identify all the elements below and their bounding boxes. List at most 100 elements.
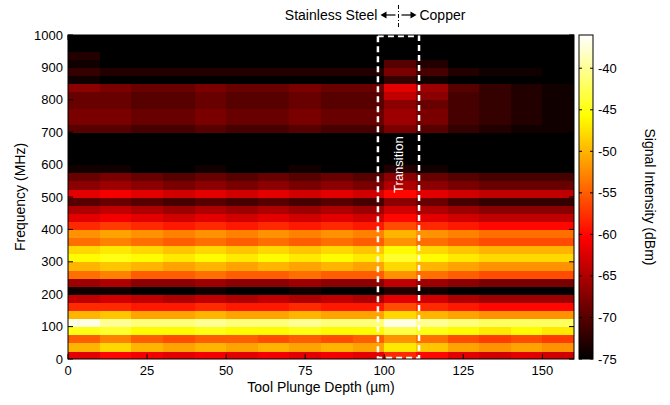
heat-cell xyxy=(163,229,195,238)
x-tick-top xyxy=(147,35,148,40)
heat-cell xyxy=(163,270,195,279)
heat-cell xyxy=(384,116,416,125)
y-tick xyxy=(68,326,73,327)
heat-cell xyxy=(226,140,258,149)
heat-cell xyxy=(511,67,543,76)
heat-cell xyxy=(542,43,574,52)
heat-cell xyxy=(226,319,258,328)
heat-cell xyxy=(353,181,385,190)
heat-cell xyxy=(226,76,258,85)
heat-cell xyxy=(542,51,574,60)
colorbar-tick xyxy=(590,68,593,69)
colorbar-tick xyxy=(579,275,582,276)
heat-cell xyxy=(479,221,511,230)
x-tick xyxy=(147,354,148,359)
heat-cell xyxy=(479,189,511,198)
heat-cell xyxy=(416,262,448,271)
y-tick xyxy=(68,261,73,262)
heat-cell xyxy=(195,140,227,149)
heat-cell xyxy=(384,229,416,238)
heat-cell xyxy=(511,254,543,263)
heat-cell xyxy=(289,108,321,117)
heat-cell xyxy=(195,229,227,238)
heat-cell xyxy=(163,213,195,222)
heat-cell xyxy=(258,205,290,214)
heat-cell xyxy=(226,124,258,133)
heat-cell xyxy=(542,108,574,117)
heat-cell xyxy=(100,205,132,214)
heat-cell xyxy=(163,221,195,230)
heat-cell xyxy=(353,238,385,247)
heat-cell xyxy=(416,310,448,319)
x-tick xyxy=(305,354,306,359)
heat-cell xyxy=(511,140,543,149)
heat-cell xyxy=(258,221,290,230)
heat-cell xyxy=(353,213,385,222)
heat-cell xyxy=(258,286,290,295)
heat-cell xyxy=(511,124,543,133)
heat-cell xyxy=(100,140,132,149)
colorbar xyxy=(579,35,593,359)
x-tick-top xyxy=(463,35,464,40)
heat-cell xyxy=(321,35,353,44)
heat-cell xyxy=(511,229,543,238)
heat-cell xyxy=(321,351,353,359)
heat-cell xyxy=(68,238,100,247)
heat-cell xyxy=(448,132,480,141)
heat-cell xyxy=(289,76,321,85)
heat-cell xyxy=(448,165,480,174)
heat-cell xyxy=(353,343,385,352)
heat-cell xyxy=(479,59,511,68)
heat-cell xyxy=(353,254,385,263)
heat-cell xyxy=(258,148,290,157)
heat-cell xyxy=(353,229,385,238)
heat-cell xyxy=(416,43,448,52)
heat-cell xyxy=(258,278,290,287)
heat-cell xyxy=(100,302,132,311)
heat-cell xyxy=(68,221,100,230)
heat-cell xyxy=(353,286,385,295)
heat-cell xyxy=(100,229,132,238)
heat-cell xyxy=(289,310,321,319)
heat-cell xyxy=(448,294,480,303)
heat-cell xyxy=(100,246,132,255)
heat-cell xyxy=(353,108,385,117)
heat-cell xyxy=(289,92,321,101)
heat-cell xyxy=(226,100,258,109)
heat-cell xyxy=(542,181,574,190)
heat-cell xyxy=(163,310,195,319)
heat-cell xyxy=(511,205,543,214)
heat-cell xyxy=(321,157,353,166)
divider-line xyxy=(398,5,399,27)
heat-cell xyxy=(68,319,100,328)
heat-cell xyxy=(416,100,448,109)
heat-cell xyxy=(289,294,321,303)
heat-cell xyxy=(289,51,321,60)
heat-cell xyxy=(321,165,353,174)
heat-cell xyxy=(479,327,511,336)
heat-cell xyxy=(416,67,448,76)
heat-cell xyxy=(321,124,353,133)
heat-cell xyxy=(258,100,290,109)
heat-cell xyxy=(195,213,227,222)
heat-cell xyxy=(226,262,258,271)
heat-cell xyxy=(384,302,416,311)
heat-cell xyxy=(353,205,385,214)
heat-cell xyxy=(448,319,480,328)
heat-cell xyxy=(163,197,195,206)
heat-cell xyxy=(100,116,132,125)
heat-cell xyxy=(321,246,353,255)
heat-cell xyxy=(131,157,163,166)
heat-cell xyxy=(384,76,416,85)
heat-cell xyxy=(226,343,258,352)
y-tick-right xyxy=(569,35,574,36)
heat-cell xyxy=(68,173,100,182)
colorbar-tick xyxy=(590,109,593,110)
heat-cell xyxy=(163,108,195,117)
heat-cell xyxy=(131,327,163,336)
heat-cell xyxy=(131,302,163,311)
heat-cell xyxy=(131,148,163,157)
heat-cell xyxy=(258,213,290,222)
heat-cell xyxy=(163,286,195,295)
heat-cell xyxy=(226,165,258,174)
